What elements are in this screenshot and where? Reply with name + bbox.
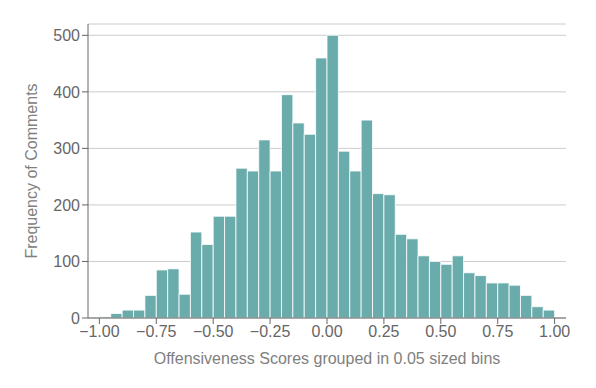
svg-text:400: 400 xyxy=(53,84,80,101)
svg-text:300: 300 xyxy=(53,140,80,157)
svg-text:Offensiveness Scores grouped i: Offensiveness Scores grouped in 0.05 siz… xyxy=(154,350,501,367)
svg-text:−0.50: −0.50 xyxy=(193,323,234,340)
svg-text:0.75: 0.75 xyxy=(482,323,513,340)
svg-text:0.50: 0.50 xyxy=(425,323,456,340)
svg-text:500: 500 xyxy=(53,27,80,44)
svg-text:200: 200 xyxy=(53,197,80,214)
svg-text:−0.25: −0.25 xyxy=(250,323,291,340)
svg-text:0.25: 0.25 xyxy=(368,323,399,340)
svg-text:1.00: 1.00 xyxy=(539,323,570,340)
svg-text:0.00: 0.00 xyxy=(311,323,342,340)
svg-text:−0.75: −0.75 xyxy=(136,323,177,340)
svg-text:Frequency of Comments: Frequency of Comments xyxy=(23,83,40,258)
svg-text:100: 100 xyxy=(53,253,80,270)
svg-text:0: 0 xyxy=(71,310,80,327)
svg-text:−1.00: −1.00 xyxy=(79,323,120,340)
